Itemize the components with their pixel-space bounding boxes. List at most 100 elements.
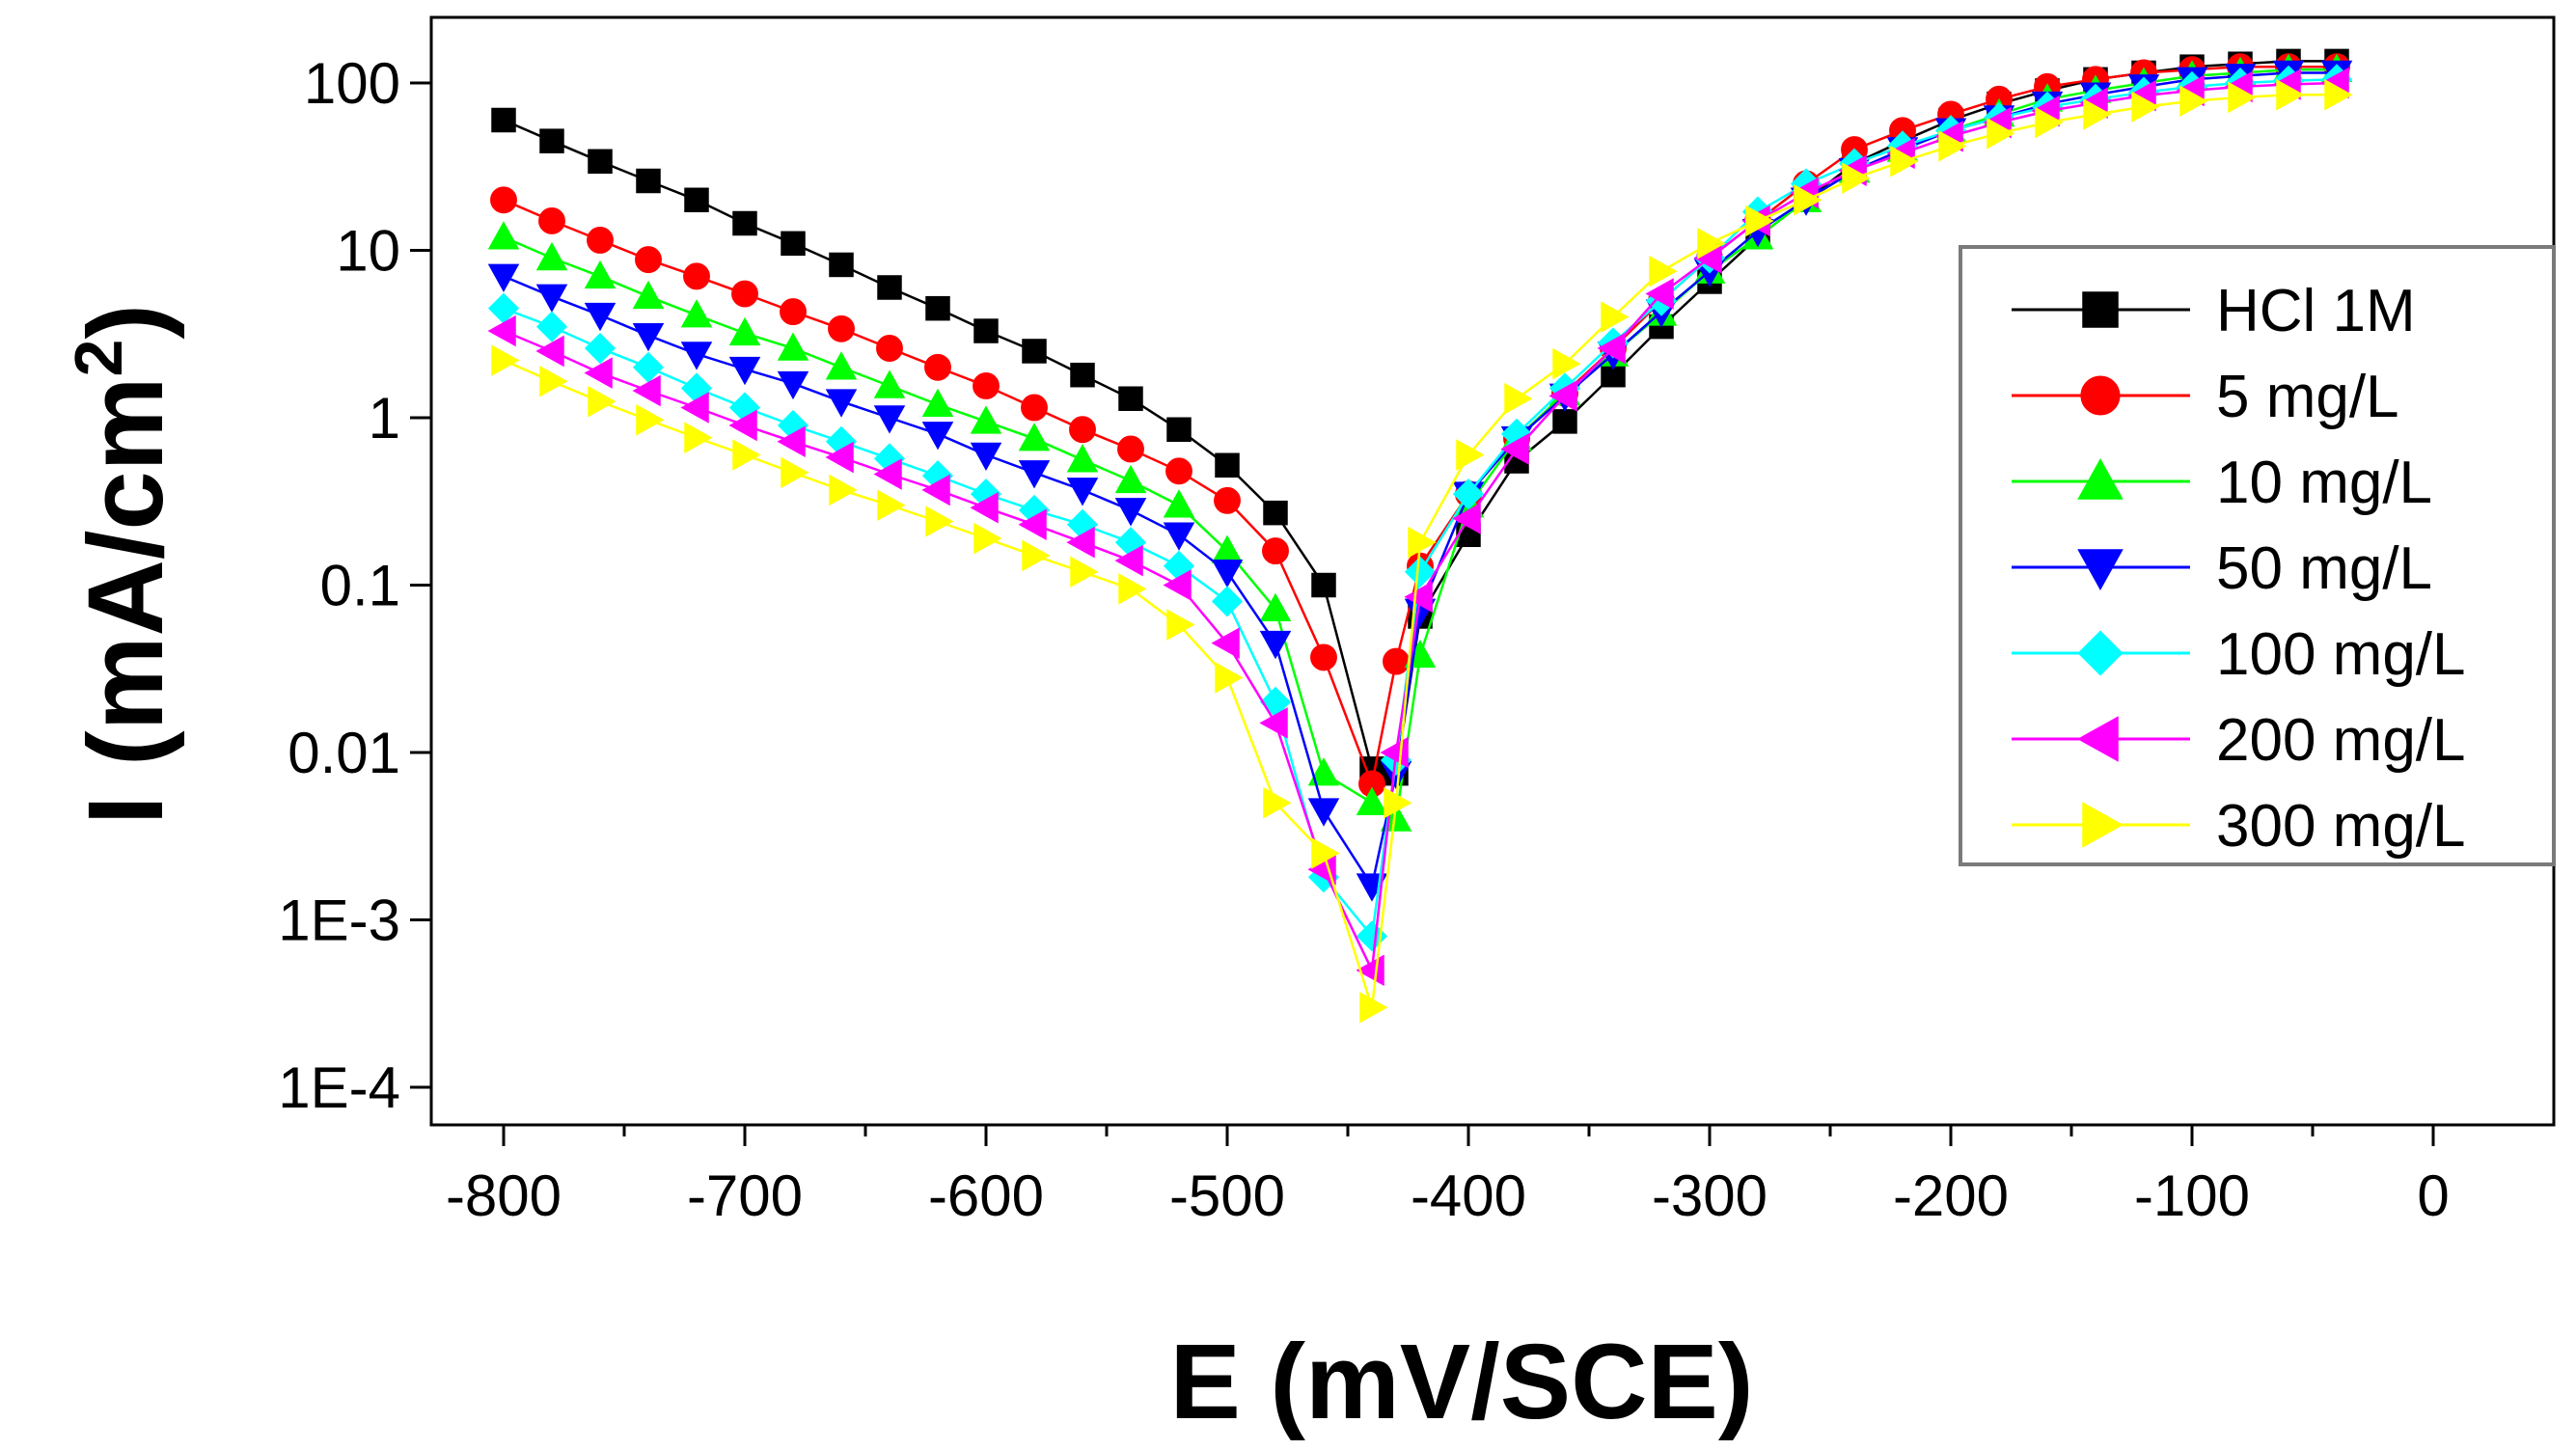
legend-label-50-mg-l: 50 mg/L [2216,535,2432,602]
data-point [1307,798,1340,827]
data-point [1890,146,1919,178]
data-point [636,168,661,194]
data-point [1165,457,1192,485]
legend-marker [2082,802,2124,848]
data-point [588,385,617,418]
data-point [487,263,520,292]
data-point [828,315,855,342]
data-point [539,365,568,397]
data-point [1310,643,1337,671]
y-tick-label: 0.01 [288,721,400,785]
data-point [970,491,999,524]
data-point [632,280,665,310]
data-point [1552,347,1581,380]
data-point [1697,228,1726,260]
data-point [825,389,858,418]
data-point [1649,255,1678,287]
data-point [2276,78,2305,111]
data-point [1114,498,1147,527]
data-point [588,149,613,175]
data-point [728,316,761,346]
data-point [728,356,761,386]
data-point [1794,183,1822,216]
data-point [538,206,565,234]
data-point [781,456,809,489]
data-point [1404,581,1433,614]
y-tick-label: 1 [369,386,400,451]
data-point [2228,81,2257,114]
data-point [1215,662,1244,694]
series-line [503,71,2337,889]
data-point [877,275,902,300]
data-point [1504,382,1533,415]
legend-marker [2076,716,2119,762]
data-point [1987,117,2015,150]
data-point [1384,786,1412,819]
data-point [921,474,950,506]
data-point [924,353,951,381]
legend-marker [2080,375,2121,416]
y-axis-title: I (mA/cm2) [61,304,185,825]
x-tick-label: -700 [687,1163,803,1228]
data-point [584,357,613,389]
data-point [1938,130,1967,162]
data-point [1211,560,1244,588]
data-point [490,186,517,214]
data-point [1069,416,1096,444]
legend-label-hcl-1m: HCl 1M [2216,278,2416,344]
x-axis-title: E (mV/SCE) [1169,1323,1753,1441]
data-point [1066,526,1095,559]
data-point [1215,452,1240,479]
data-point [1404,556,1437,588]
series-300-mg-l [491,78,2353,1024]
y-axis-title-main: I (mA/cm [67,377,185,826]
data-point [680,392,709,424]
series-line [503,65,2337,789]
data-point [1114,464,1147,494]
data-point [1452,503,1481,534]
data-point [873,369,906,398]
data-point [1018,508,1047,541]
data-point [1118,573,1147,605]
x-tick-label: -400 [1411,1163,1526,1228]
data-point [1548,380,1577,412]
data-point [632,374,661,407]
data-point [1066,444,1099,473]
data-point [1022,539,1051,572]
data-point [1163,569,1192,601]
data-point [925,295,950,321]
data-point [1311,837,1340,869]
data-point [680,299,713,328]
data-point [1022,339,1047,364]
data-point [1070,362,1095,388]
data-point [1117,435,1144,463]
data-point [1114,544,1143,577]
data-point [635,246,662,274]
data-point [970,442,1002,472]
data-point [921,388,954,418]
legend: HCl 1M 5 mg/L 10 mg/L 50 mg/L 100 mg/L 200 mg… [1959,245,2556,866]
data-point [1118,386,1143,411]
series-layer [487,48,2353,1024]
data-point [2131,91,2160,123]
data-point [781,231,806,257]
data-point [1163,489,1195,518]
data-point [487,221,520,250]
data-point [970,405,1002,434]
data-point [731,280,758,308]
x-tick-label: -200 [1893,1163,2009,1228]
y-tick-label: 0.1 [320,554,400,618]
legend-marker [2082,291,2119,328]
data-point [491,107,516,133]
data-point [1211,586,1244,617]
legend-label-5-mg-l: 5 mg/L [2216,364,2399,430]
data-point [1211,627,1240,659]
legend-marker [2077,630,2124,676]
data-point [873,405,906,434]
data-point [1456,439,1485,471]
data-point [491,344,520,376]
data-point [1452,479,1485,510]
data-point [539,128,564,153]
x-tick-label: -500 [1169,1163,1285,1228]
data-point [680,342,713,370]
